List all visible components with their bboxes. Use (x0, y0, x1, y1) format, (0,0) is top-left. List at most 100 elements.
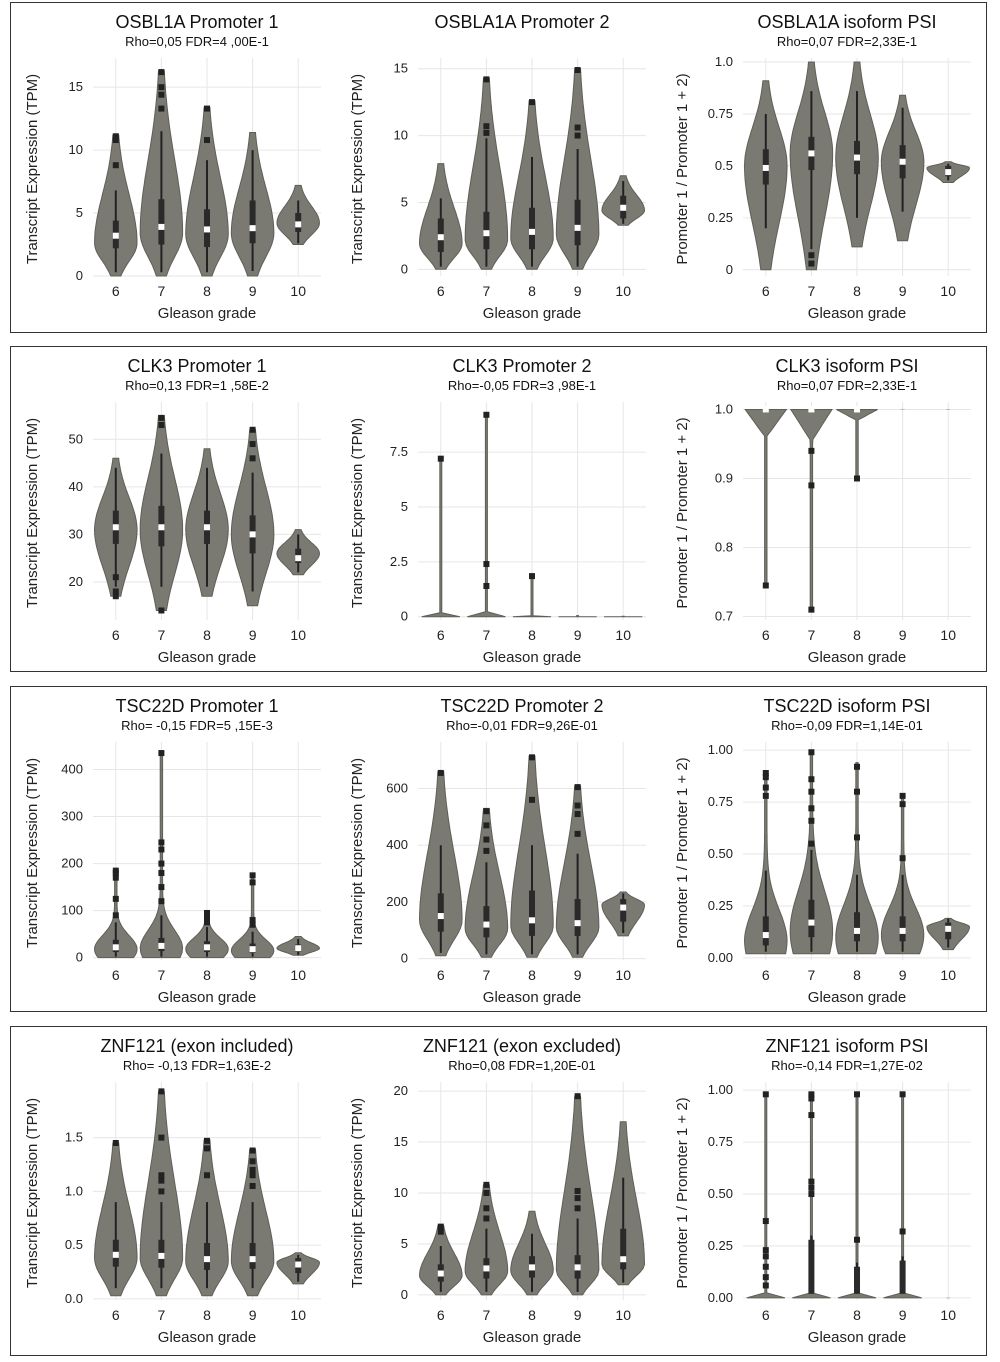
x-tick-label: 6 (112, 967, 120, 983)
x-tick-label: 7 (158, 967, 166, 983)
outlier-point (249, 921, 256, 928)
outlier-point (158, 414, 165, 421)
outlier-point (437, 769, 444, 776)
outlier-point (899, 792, 906, 799)
iqr-box (808, 1239, 815, 1294)
outlier-point (112, 574, 119, 581)
outlier-point (158, 750, 165, 757)
x-tick-label: 10 (940, 1307, 956, 1323)
y-tick-label: 40 (69, 479, 83, 494)
violin-group-7 (139, 750, 184, 959)
outlier-point (762, 1274, 769, 1281)
y-tick-label: 0.75 (708, 794, 733, 809)
iqr-box (249, 1243, 256, 1269)
outlier-point (204, 919, 210, 926)
median-marker (574, 224, 581, 231)
iqr-box (762, 916, 769, 946)
median-marker (158, 942, 165, 949)
iqr-box (620, 1228, 627, 1270)
outlier-point (249, 441, 256, 448)
outlier-point (158, 884, 165, 891)
outlier-point (483, 411, 490, 418)
chart-title: CLK3 Promoter 1 (127, 356, 266, 376)
median-marker (945, 169, 952, 176)
x-tick-label: 6 (112, 1307, 120, 1323)
violin-group-9 (555, 67, 600, 270)
chart-panel-3: OSBLA1A isoform PSI Rho=0,07 FDR=2,33E-1 0… (674, 12, 971, 322)
violin-group-6 (743, 770, 788, 955)
violin-group-7 (139, 414, 184, 614)
violin-group-9 (230, 1147, 275, 1297)
violin-group-8 (510, 1210, 554, 1296)
y-tick-label: 10 (394, 1185, 408, 1200)
outlier-point (483, 822, 490, 829)
median-marker (529, 917, 535, 924)
y-tick-label: 100 (61, 903, 83, 918)
violin-group-8 (510, 754, 554, 958)
chart-subtitle: Rho=-0,01 FDR=9,26E-01 (446, 718, 598, 733)
x-tick-label: 7 (158, 283, 166, 299)
outlier-point (249, 1147, 256, 1154)
y-tick-label: 600 (386, 781, 408, 796)
y-tick-label: 1.0 (715, 401, 733, 416)
outlier-point (854, 1236, 860, 1243)
chart-panel-7: TSC22D Promoter 1 Rho= -0,15 FDR=5 ,15E-3… (24, 696, 321, 1006)
outlier-point (899, 801, 906, 808)
outlier-point (249, 872, 256, 879)
y-axis-label: Transcript Expression (TPM) (349, 74, 366, 264)
y-tick-label: 1.0 (65, 1183, 83, 1198)
outlier-point (483, 123, 490, 130)
chart-panel-8: TSC22D Promoter 2 Rho=-0,01 FDR=9,26E-01 0… (349, 696, 646, 1006)
violin-group-7 (789, 61, 834, 271)
x-tick-label: 10 (290, 627, 306, 643)
outlier-point (204, 137, 210, 144)
outlier-point (574, 802, 581, 809)
median-marker (808, 406, 815, 413)
chart-title: TSC22D Promoter 2 (440, 696, 603, 716)
violin-8 (836, 409, 878, 479)
y-tick-label: 0.7 (715, 609, 733, 624)
violin-group-6 (93, 1139, 138, 1297)
y-tick-label: 0.75 (708, 106, 733, 121)
median-marker (295, 1261, 302, 1268)
y-axis-label: Transcript Expression (TPM) (349, 758, 366, 948)
outlier-point (574, 784, 581, 791)
y-tick-label: 30 (69, 526, 83, 541)
x-tick-label: 10 (615, 627, 631, 643)
median-marker (854, 154, 860, 161)
chart-subtitle: Rho=-0,09 FDR=1,14E-01 (771, 718, 923, 733)
violin-group-9 (230, 132, 275, 277)
outlier-point (483, 836, 490, 843)
outlier-point (112, 1139, 119, 1146)
violin-group-10 (926, 917, 971, 951)
y-tick-label: 200 (386, 894, 408, 909)
y-tick-label: 20 (69, 574, 83, 589)
y-tick-label: 10 (394, 128, 408, 143)
chart-panel-12: ZNF121 isoform PSI Rho=-0,14 FDR=1,27E-02… (674, 1036, 971, 1346)
outlier-point (808, 1191, 815, 1198)
y-tick-label: 0.25 (708, 898, 733, 913)
iqr-box (574, 199, 581, 246)
outlier-point (808, 1112, 815, 1119)
outlier-point (762, 1263, 769, 1270)
chart-panel-6: CLK3 isoform PSI Rho=0,07 FDR=2,33E-1 0.7 0… (674, 356, 971, 666)
x-tick-label: 8 (528, 283, 536, 299)
violin-group-7 (467, 411, 506, 618)
violin-6 (421, 458, 461, 618)
violin-group-6 (94, 133, 138, 277)
violin-group-10 (926, 161, 971, 183)
y-tick-label: 1.00 (708, 742, 733, 757)
outlier-point (204, 105, 210, 112)
median-marker (112, 1251, 119, 1258)
violin-group-6 (93, 867, 138, 959)
outlier-point (854, 788, 860, 795)
median-marker (249, 531, 256, 538)
y-tick-label: 0.0 (65, 1291, 83, 1306)
violin-group-9 (558, 615, 597, 618)
x-axis-label: Gleason grade (483, 305, 581, 322)
x-tick-label: 6 (437, 283, 445, 299)
y-axis-label: Transcript Expression (TPM) (349, 418, 366, 608)
y-axis-label: Promoter 1 / Promoter 1 + 2) (674, 1097, 691, 1288)
x-tick-label: 8 (853, 627, 861, 643)
chart-title: ZNF121 (exon excluded) (423, 1036, 621, 1056)
